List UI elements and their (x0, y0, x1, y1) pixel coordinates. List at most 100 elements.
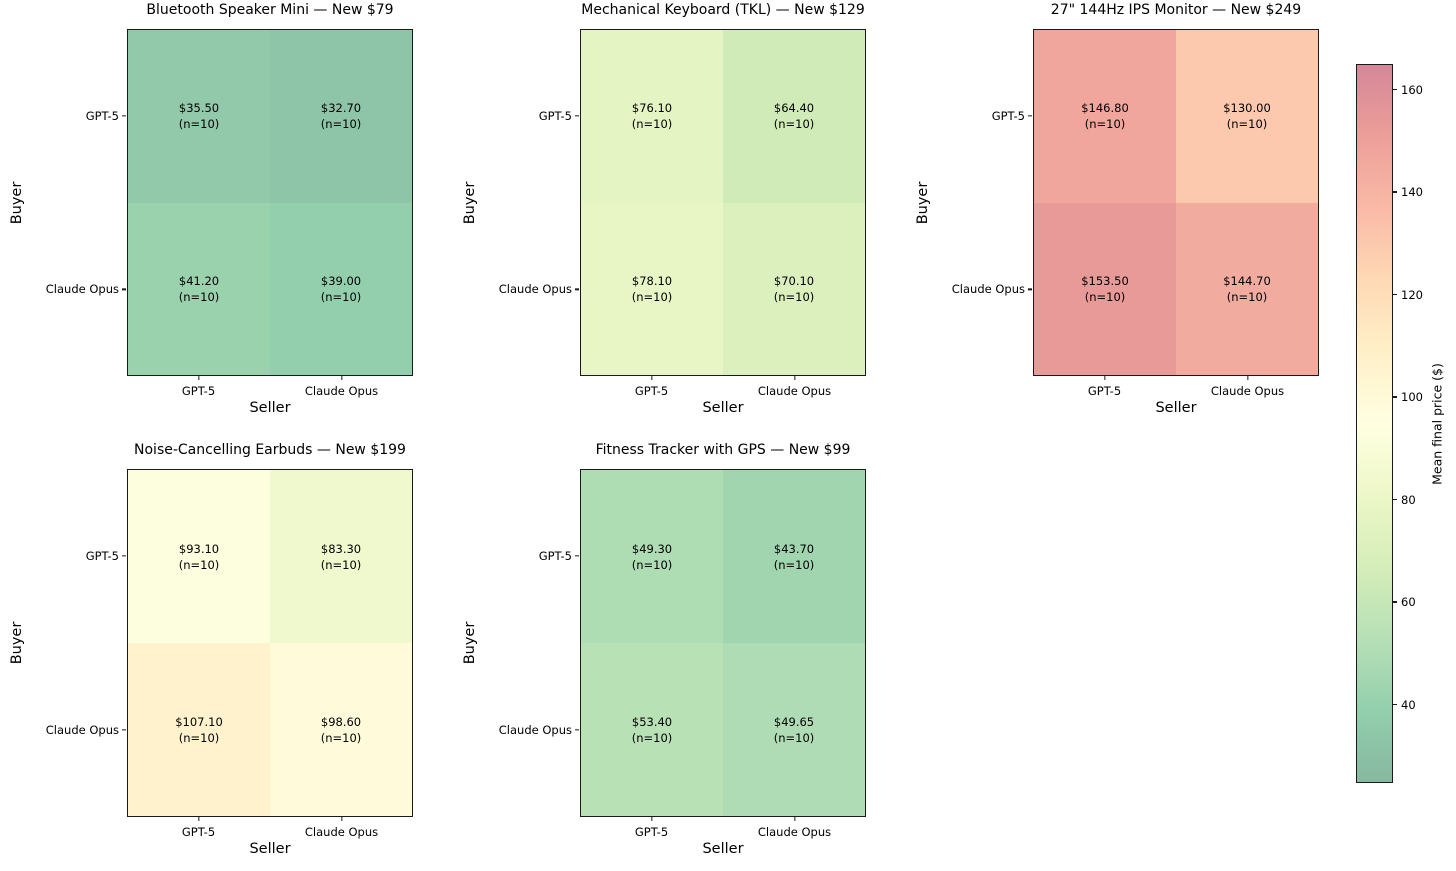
heatmap-axes: $76.10 (n=10) $64.40 (n=10) $78.10 (n=10) $… (580, 29, 866, 376)
cell-annotation: $107.10 (n=10) (175, 714, 223, 745)
y-tick-label: GPT-5 (991, 108, 1025, 123)
cell-annotation: $43.70 (n=10) (773, 541, 815, 572)
colorbar-tick-mark (1393, 703, 1397, 706)
heatmap-cell: $107.10 (n=10) (128, 643, 270, 816)
cell-annotation: $49.65 (n=10) (773, 714, 815, 745)
heatmap-axes: $49.30 (n=10) $43.70 (n=10) $53.40 (n=10) $… (580, 469, 866, 817)
colorbar-tick-label: 60 (1401, 595, 1416, 610)
x-tick-mark (793, 376, 796, 380)
cell-annotation: $83.30 (n=10) (320, 541, 362, 572)
y-axis-label: Buyer (915, 181, 931, 224)
heatmap-cell: $98.60 (n=10) (270, 643, 412, 816)
colorbar-tick-mark (1393, 498, 1397, 501)
y-tick-label: Claude Opus (45, 723, 119, 737)
x-tick-mark (1103, 376, 1106, 380)
heatmap-axes: $146.80 (n=10) $130.00 (n=10) $153.50 (n=10… (1033, 29, 1319, 376)
heatmap-cell: $153.50 (n=10) (1034, 202, 1176, 375)
cell-annotation: $39.00 (n=10) (320, 273, 362, 304)
colorbar-tick-mark (1393, 396, 1397, 398)
cell-annotation: $98.60 (n=10) (320, 714, 362, 745)
x-tick-mark (340, 817, 343, 821)
cell-annotation: $49.30 (n=10) (631, 541, 673, 572)
panel-title: Noise-Cancelling Earbuds — New $199 (134, 442, 406, 458)
y-tick-mark (122, 729, 126, 731)
x-tick-mark (1246, 376, 1249, 380)
y-tick-label: Claude Opus (951, 282, 1025, 297)
colorbar-axis-label: Mean final price ($) (1429, 362, 1445, 485)
heatmap-panel-nc-earbuds: Noise-Cancelling Earbuds — New $199 Buye… (9, 442, 413, 857)
colorbar-tick-label: 120 (1401, 287, 1423, 302)
cell-annotation: $144.70 (n=10) (1223, 273, 1271, 304)
colorbar-tick-label: 140 (1401, 185, 1423, 200)
y-tick-label: Claude Opus (45, 282, 119, 297)
colorbar-tick-mark (1393, 191, 1397, 193)
heatmap-cell: $35.50 (n=10) (128, 30, 270, 203)
x-tick-mark (650, 376, 653, 380)
y-tick-mark (1028, 288, 1032, 290)
y-axis-label: Buyer (462, 621, 478, 665)
y-tick-mark (575, 729, 579, 731)
heatmap-axes: $93.10 (n=10) $83.30 (n=10) $107.10 (n=10) … (127, 469, 413, 817)
cell-annotation: $64.40 (n=10) (773, 101, 815, 132)
colorbar-tick-mark (1393, 601, 1397, 603)
heatmap-panel-mechanical-keyboard: Mechanical Keyboard (TKL) — New $129 Buy… (462, 2, 866, 416)
heatmap-cell: $78.10 (n=10) (581, 202, 723, 375)
heatmap-cell: $32.70 (n=10) (270, 30, 412, 203)
y-tick-mark (575, 555, 579, 557)
panel-title: Mechanical Keyboard (TKL) — New $129 (581, 2, 865, 18)
y-tick-mark (122, 555, 126, 557)
heatmap-cell: $83.30 (n=10) (270, 470, 412, 643)
colorbar: 160 140 120 100 80 60 40 Mean final pric… (1356, 64, 1445, 783)
cell-annotation: $41.20 (n=10) (178, 273, 220, 304)
x-tick-label: GPT-5 (181, 384, 216, 398)
x-tick-label: GPT-5 (181, 825, 216, 839)
cell-annotation: $146.80 (n=10) (1081, 101, 1129, 132)
y-tick-label: GPT-5 (538, 108, 572, 123)
colorbar-tick-mark (1393, 88, 1397, 91)
panel-title: Bluetooth Speaker Mini — New $79 (146, 2, 394, 18)
heatmap-cell: $41.20 (n=10) (128, 202, 270, 375)
colorbar-tick-label: 100 (1401, 390, 1423, 405)
y-tick-mark (575, 288, 579, 290)
colorbar-tick-label: 40 (1401, 697, 1416, 712)
x-axis-label: Seller (249, 841, 291, 857)
panel-title: 27" 144Hz IPS Monitor — New $249 (1050, 2, 1302, 18)
colorbar-tick-mark (1393, 293, 1397, 296)
x-tick-mark (197, 376, 200, 380)
y-tick-label: Claude Opus (498, 723, 572, 737)
x-tick-label: GPT-5 (634, 384, 669, 398)
y-tick-mark (575, 115, 579, 117)
y-tick-mark (122, 288, 126, 290)
heatmap-cell: $43.70 (n=10) (723, 470, 865, 643)
heatmap-cell: $70.10 (n=10) (723, 202, 865, 375)
heatmap-cell: $53.40 (n=10) (581, 643, 723, 816)
heatmap-cell: $64.40 (n=10) (723, 30, 865, 203)
colorbar-gradient (1356, 64, 1393, 783)
x-tick-label: Claude Opus (757, 825, 832, 839)
x-tick-label: Claude Opus (304, 384, 379, 398)
cell-annotation: $76.10 (n=10) (631, 101, 673, 132)
x-tick-mark (340, 376, 343, 380)
x-axis-label: Seller (702, 841, 744, 857)
x-axis-label: Seller (249, 400, 291, 416)
panel-title: Fitness Tracker with GPS — New $99 (595, 442, 851, 458)
x-tick-mark (793, 817, 796, 821)
cell-annotation: $32.70 (n=10) (320, 101, 362, 132)
x-tick-label: Claude Opus (1210, 384, 1285, 398)
x-tick-mark (197, 817, 200, 821)
y-tick-label: GPT-5 (85, 108, 119, 123)
heatmap-cell: $130.00 (n=10) (1176, 30, 1318, 203)
x-tick-label: GPT-5 (634, 825, 669, 839)
y-tick-mark (122, 115, 126, 117)
x-tick-label: Claude Opus (757, 384, 832, 398)
cell-annotation: $153.50 (n=10) (1081, 273, 1129, 304)
y-tick-mark (1028, 115, 1032, 117)
x-axis-label: Seller (702, 400, 744, 416)
heatmap-panel-fitness-tracker: Fitness Tracker with GPS — New $99 Buyer… (462, 442, 866, 857)
colorbar-tick-label: 160 (1401, 82, 1423, 97)
x-axis-label: Seller (1155, 400, 1197, 416)
heatmap-cell: $146.80 (n=10) (1034, 30, 1176, 203)
heatmap-cell: $76.10 (n=10) (581, 30, 723, 203)
x-tick-mark (650, 817, 653, 821)
